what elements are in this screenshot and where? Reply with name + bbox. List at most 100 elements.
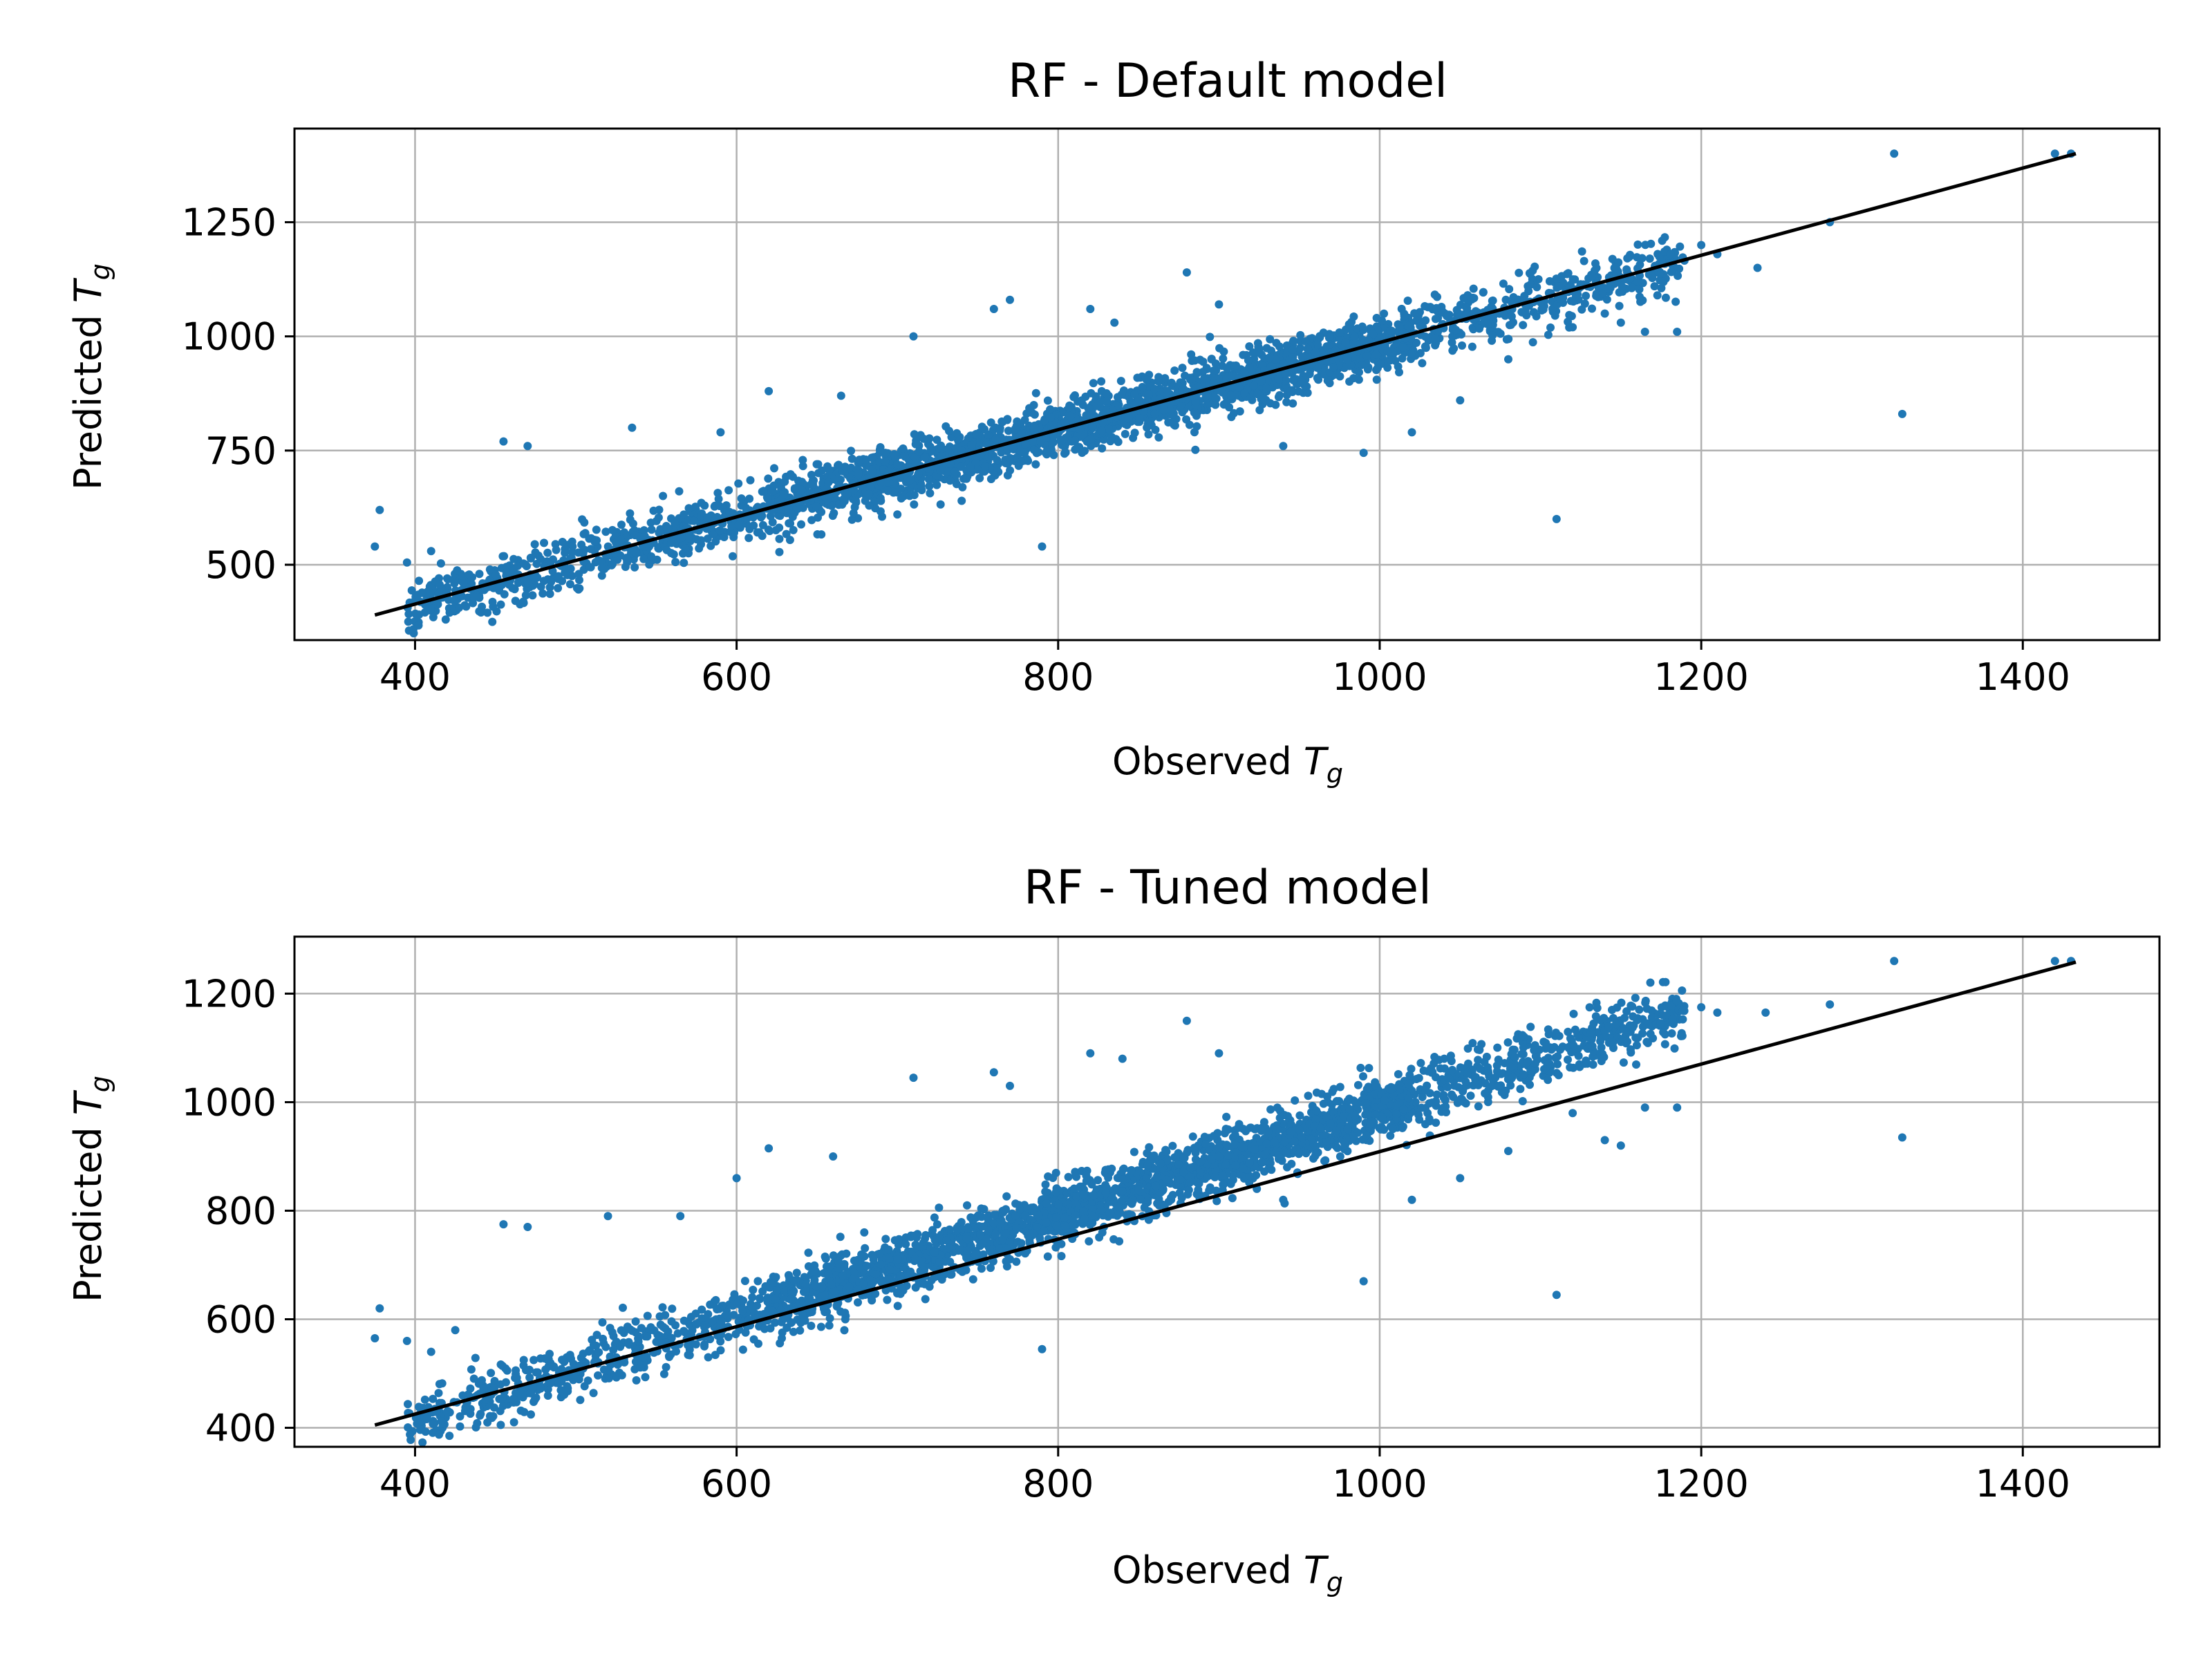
data-point	[2050, 149, 2059, 158]
data-point	[1666, 250, 1675, 259]
data-point	[1697, 241, 1706, 250]
data-point	[797, 520, 805, 529]
data-point	[1193, 368, 1202, 377]
data-point	[1528, 338, 1537, 347]
data-point	[1307, 1134, 1316, 1143]
data-point	[734, 521, 743, 529]
identity-line	[374, 151, 2077, 617]
data-point	[654, 513, 663, 522]
data-point	[1635, 260, 1644, 269]
grid	[294, 937, 2159, 1447]
data-point	[1522, 311, 1531, 320]
data-point	[548, 567, 557, 576]
data-point	[1294, 387, 1303, 396]
data-point	[1507, 312, 1516, 321]
data-point	[1653, 291, 1662, 300]
data-point	[1244, 356, 1253, 365]
data-point	[1329, 1085, 1338, 1094]
data-point	[765, 386, 774, 395]
data-point	[1450, 344, 1459, 353]
y-axis-label: Predicted Tg	[66, 263, 115, 490]
data-point	[1678, 986, 1687, 995]
data-point	[1504, 335, 1513, 344]
data-point	[597, 556, 606, 565]
data-point	[1215, 300, 1224, 309]
data-point	[990, 1210, 999, 1219]
data-point	[977, 1264, 986, 1273]
data-point	[716, 428, 725, 437]
data-point	[1370, 1090, 1379, 1099]
data-point	[1469, 284, 1478, 293]
data-point	[415, 610, 424, 619]
data-point	[1134, 395, 1143, 404]
data-point	[1555, 282, 1564, 291]
data-point	[1407, 349, 1416, 358]
data-point	[1133, 373, 1142, 382]
data-point	[1239, 350, 1248, 359]
data-point	[807, 471, 816, 479]
data-point	[1274, 375, 1283, 384]
data-point	[1115, 1237, 1124, 1246]
data-point	[755, 528, 764, 537]
data-point	[552, 545, 561, 554]
data-point	[991, 435, 1000, 444]
data-point	[911, 440, 920, 449]
data-point	[1501, 295, 1510, 304]
data-point	[538, 589, 547, 598]
data-point	[1210, 373, 1219, 382]
data-point	[371, 542, 379, 551]
data-point	[1190, 356, 1199, 365]
data-point	[836, 391, 845, 400]
data-point	[1009, 444, 1018, 452]
data-point	[695, 544, 704, 553]
data-point	[957, 1218, 966, 1226]
data-point	[1029, 423, 1038, 432]
data-point	[788, 512, 797, 521]
data-point	[798, 456, 807, 465]
data-point	[375, 505, 384, 514]
data-point	[1676, 242, 1685, 251]
data-point	[1096, 397, 1105, 406]
data-point	[495, 582, 504, 591]
data-point	[1086, 305, 1095, 313]
data-point	[1199, 357, 1208, 366]
data-point	[1029, 445, 1038, 454]
data-point	[1488, 331, 1497, 340]
data-point	[967, 440, 976, 449]
data-point	[496, 1421, 505, 1430]
data-point	[984, 431, 993, 439]
data-point	[977, 422, 986, 431]
data-point	[462, 602, 471, 611]
y-axis-label-var: T	[66, 277, 110, 303]
data-point	[1116, 377, 1125, 386]
data-point	[1222, 1112, 1231, 1121]
data-point	[1003, 415, 1012, 424]
data-point	[1024, 456, 1033, 465]
data-point	[456, 1412, 465, 1421]
data-point	[679, 510, 688, 519]
data-point	[1154, 433, 1163, 442]
data-point	[780, 477, 789, 486]
data-point	[659, 491, 668, 500]
data-point	[897, 494, 906, 503]
data-point	[910, 500, 919, 509]
data-point	[1353, 1080, 1362, 1089]
data-point	[742, 503, 751, 512]
data-point	[679, 1316, 688, 1325]
data-point	[1311, 348, 1320, 357]
data-point	[1077, 396, 1086, 405]
data-point	[749, 1286, 758, 1294]
data-point	[692, 535, 701, 544]
data-point	[597, 563, 606, 572]
data-point	[1588, 304, 1596, 313]
data-point	[975, 474, 984, 482]
data-point	[1377, 1123, 1386, 1132]
data-point	[1304, 1091, 1313, 1100]
data-point	[1209, 366, 1218, 375]
data-point	[1064, 1172, 1073, 1181]
data-point	[1017, 429, 1026, 438]
data-point	[668, 1304, 677, 1313]
data-point	[749, 521, 758, 530]
data-point	[1468, 342, 1477, 351]
data-point	[946, 476, 955, 485]
